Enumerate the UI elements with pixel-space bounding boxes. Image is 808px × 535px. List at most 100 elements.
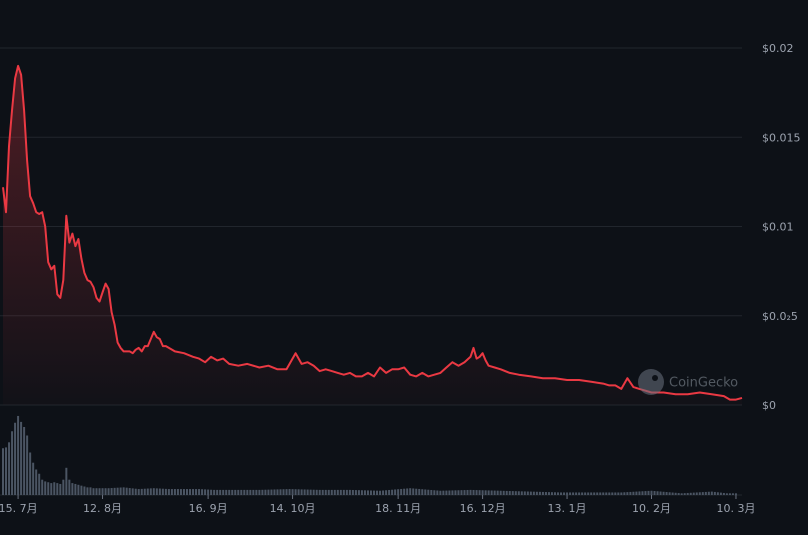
- x-tick-label: 18. 11月: [375, 502, 421, 515]
- volume-bar: [704, 491, 707, 495]
- volume-bar: [327, 489, 330, 495]
- volume-bar: [427, 489, 430, 495]
- volume-bar: [86, 487, 89, 495]
- volume-bar: [237, 489, 240, 495]
- volume-bar: [255, 489, 258, 495]
- volume-bar: [29, 452, 32, 495]
- x-tick-label: 12. 8月: [83, 502, 122, 515]
- volume-bar: [74, 483, 77, 495]
- volume-bar: [333, 489, 336, 495]
- volume-bar: [182, 489, 185, 495]
- volume-bar: [541, 491, 544, 495]
- volume-bar: [26, 435, 29, 495]
- x-tick-label: 16. 9月: [189, 502, 228, 515]
- volume-bar: [219, 489, 222, 495]
- volume-bar: [614, 492, 617, 495]
- volume-bar: [475, 490, 478, 495]
- volume-bar: [659, 491, 662, 495]
- volume-bar: [59, 483, 62, 495]
- volume-bar: [231, 489, 234, 495]
- volume-bar: [581, 492, 584, 495]
- volume-bar: [424, 489, 427, 495]
- volume-bar: [719, 492, 722, 495]
- volume-bar: [56, 483, 59, 495]
- volume-bars: [2, 415, 737, 495]
- volume-bar: [336, 489, 339, 495]
- volume-bar: [116, 487, 119, 495]
- volume-bar: [460, 490, 463, 495]
- volume-bar: [366, 490, 369, 495]
- volume-bar: [553, 492, 556, 495]
- volume-bar: [734, 493, 737, 495]
- volume-bar: [179, 489, 182, 495]
- volume-bar: [596, 492, 599, 495]
- volume-bar: [80, 485, 83, 495]
- volume-bar: [514, 491, 517, 495]
- coingecko-logo-icon: [638, 369, 664, 395]
- volume-bar: [234, 489, 237, 495]
- volume-bar: [563, 492, 566, 495]
- volume-bar: [508, 491, 511, 495]
- volume-bar: [92, 488, 95, 495]
- volume-bar: [294, 489, 297, 495]
- volume-bar: [593, 492, 596, 495]
- volume-bar: [433, 490, 436, 495]
- volume-bar: [152, 488, 155, 495]
- y-tick-label: $0.0₂5: [762, 310, 798, 323]
- volume-bar: [478, 490, 481, 495]
- volume-bar: [288, 489, 291, 495]
- volume-bar: [204, 489, 207, 495]
- volume-bar: [137, 489, 140, 495]
- volume-bar: [578, 492, 581, 495]
- volume-bar: [357, 490, 360, 495]
- volume-bar: [164, 488, 167, 495]
- volume-bar: [397, 489, 400, 495]
- volume-bar: [400, 488, 403, 495]
- volume-bar: [351, 489, 354, 495]
- volume-bar: [388, 489, 391, 495]
- watermark: CoinGecko: [638, 369, 738, 395]
- volume-bar: [611, 492, 614, 495]
- volume-bar: [608, 492, 611, 495]
- volume-bar: [246, 489, 249, 495]
- volume-bar: [376, 490, 379, 495]
- volume-bar: [14, 422, 17, 495]
- volume-bar: [324, 489, 327, 495]
- volume-bar: [632, 491, 635, 495]
- volume-bar: [176, 489, 179, 495]
- volume-bar: [155, 488, 158, 495]
- volume-bar: [8, 442, 11, 495]
- x-tick-label: 10. 2月: [632, 502, 671, 515]
- volume-bar: [297, 489, 300, 495]
- volume-bar: [716, 492, 719, 495]
- volume-bar: [38, 473, 41, 495]
- coingecko-eye-icon: [652, 375, 658, 381]
- volume-bar: [279, 489, 282, 495]
- y-tick-label: $0: [762, 399, 776, 412]
- volume-bar: [125, 487, 128, 495]
- volume-bar: [228, 489, 231, 495]
- volume-bar: [430, 489, 433, 495]
- volume-bar: [300, 489, 303, 495]
- volume-bar: [641, 491, 644, 495]
- volume-bar: [379, 490, 382, 495]
- volume-bar: [442, 490, 445, 495]
- volume-bar: [161, 488, 164, 495]
- volume-bar: [689, 492, 692, 495]
- volume-bar: [535, 491, 538, 495]
- volume-bar: [584, 492, 587, 495]
- volume-bar: [303, 489, 306, 495]
- volume-bar: [267, 489, 270, 495]
- volume-bar: [243, 489, 246, 495]
- volume-bar: [122, 487, 125, 495]
- volume-bar: [140, 488, 143, 495]
- volume-bar: [445, 490, 448, 495]
- volume-bar: [532, 491, 535, 495]
- volume-bar: [454, 490, 457, 495]
- volume-bar: [41, 479, 44, 495]
- volume-bar: [201, 489, 204, 495]
- volume-bar: [195, 489, 198, 495]
- volume-bar: [207, 489, 210, 495]
- volume-bar: [391, 489, 394, 495]
